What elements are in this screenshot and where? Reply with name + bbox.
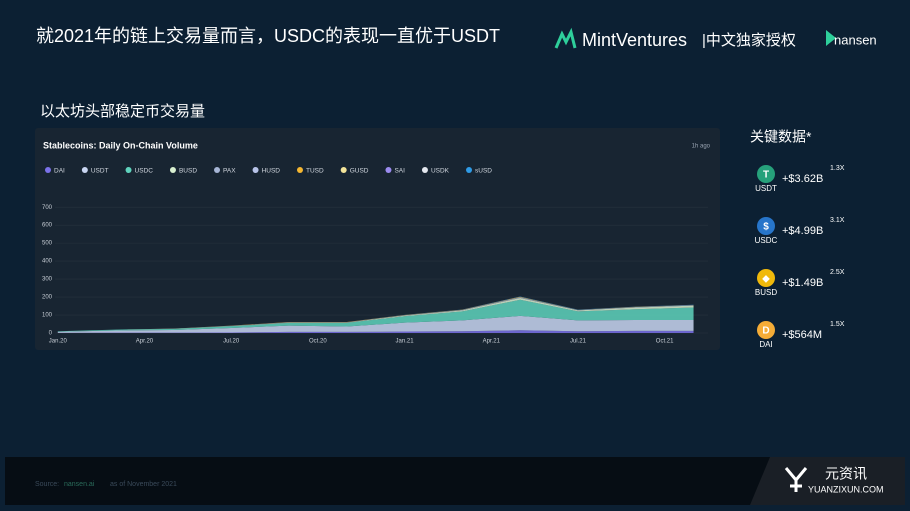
coin-label: USDC [755,236,778,245]
area [57,299,694,332]
coin-value: +$3.62B [782,173,823,185]
legend-swatch [421,167,428,173]
legend-label: HUSD [262,168,281,175]
coin-multiple: 1.3X [830,165,845,172]
coin-multiple: 1.5X [830,321,845,328]
coin-symbol: $ [763,222,769,233]
y-tick-label: 300 [42,277,53,283]
y-tick-label: 100 [42,313,53,319]
coin-icon [757,321,775,339]
area [57,330,694,333]
coin-multiple: 3.1X [830,217,845,224]
legend-swatch [252,167,259,173]
source-link[interactable]: nansen.ai [64,481,95,488]
coin-multiple: 2.5X [830,269,845,276]
watermark-name: 元资讯 [825,466,867,482]
coin-icon [757,165,775,183]
watermark-url: YUANZIXUN.COM [808,484,884,494]
coin-value: +$4.99B [782,225,823,237]
plot: DAI USDT USDC BUSD PAX HUSD TUSD GUSD SAI USDK sUS… [42,167,708,345]
coin-icon [757,217,775,235]
license-text: |中文独家授权 [702,32,796,49]
legend-label: USDC [135,168,154,175]
chart-title: Stablecoins: Daily On-Chain Volume [43,140,198,150]
legend-label: GUSD [350,168,369,175]
legend-swatch [466,167,473,173]
key-data-title: 关键数据* [750,129,812,145]
legend-swatch [385,167,392,173]
coin-value: +$564M [782,329,822,341]
slide-title: 就2021年的链上交易量而言，USDC的表现一直优于USDT [36,26,500,46]
legend-swatch [340,167,347,173]
y-tick-label: 700 [42,205,53,211]
legend-label: BUSD [179,168,197,175]
legend-label: sUSD [475,168,492,175]
x-tick-label: Jul.20 [223,339,240,345]
coin-symbol: ◆ [762,274,770,285]
coin-label: DAI [759,340,772,349]
y-tick-label: 200 [42,295,53,301]
x-tick-label: Jan.20 [49,339,68,345]
legend-swatch [81,167,88,173]
x-tick-label: Apr.21 [483,339,501,345]
coin-label: BUSD [755,288,777,297]
watermark-icon [784,467,808,492]
section-title: 以太坊头部稳定币交易量 [40,102,205,120]
x-tick-label: Jan.21 [396,339,415,345]
legend-swatch [45,167,51,173]
y-tick-label: 500 [42,241,53,247]
x-tick-label: Jul.21 [570,339,587,345]
legend-swatch [214,167,221,173]
y-tick-label: 0 [49,331,53,337]
legend-label: SAI [394,168,405,175]
y-tick-label: 600 [42,223,53,229]
legend-swatch [296,167,303,173]
legend-label: DAI [54,168,65,175]
area [57,315,694,333]
legend-label: TUSD [306,168,324,175]
mint-logo: MintVentures [582,30,687,50]
coin-symbol: T [763,170,769,181]
coin-value: +$1.49B [782,277,823,289]
nansen-logo-icon [826,30,836,46]
coin-icon [757,269,775,287]
key-data: T USDT +$3.62B 1.3X $ USDC +$4.99B 3.1X ◆ BUSD +$1… [755,165,845,349]
coin-label: USDT [755,184,777,193]
legend-label: USDT [91,168,109,175]
legend-label: USDK [431,168,450,175]
coin-symbol: D [762,326,769,337]
source-suffix: as of November 2021 [110,481,177,488]
chart-panel [35,128,720,350]
nansen-logo: nansen [834,32,877,47]
updated-label: 1h ago [692,144,711,150]
x-tick-label: Apr.20 [136,339,154,345]
legend-swatch [125,167,132,173]
legend-label: PAX [223,168,236,175]
x-tick-label: Oct.21 [656,339,674,345]
x-tick-label: Oct.20 [309,339,327,345]
source-prefix: Source: [35,481,59,488]
y-tick-label: 400 [42,259,53,265]
mint-logo-icon [554,27,577,49]
legend-swatch [169,167,176,173]
